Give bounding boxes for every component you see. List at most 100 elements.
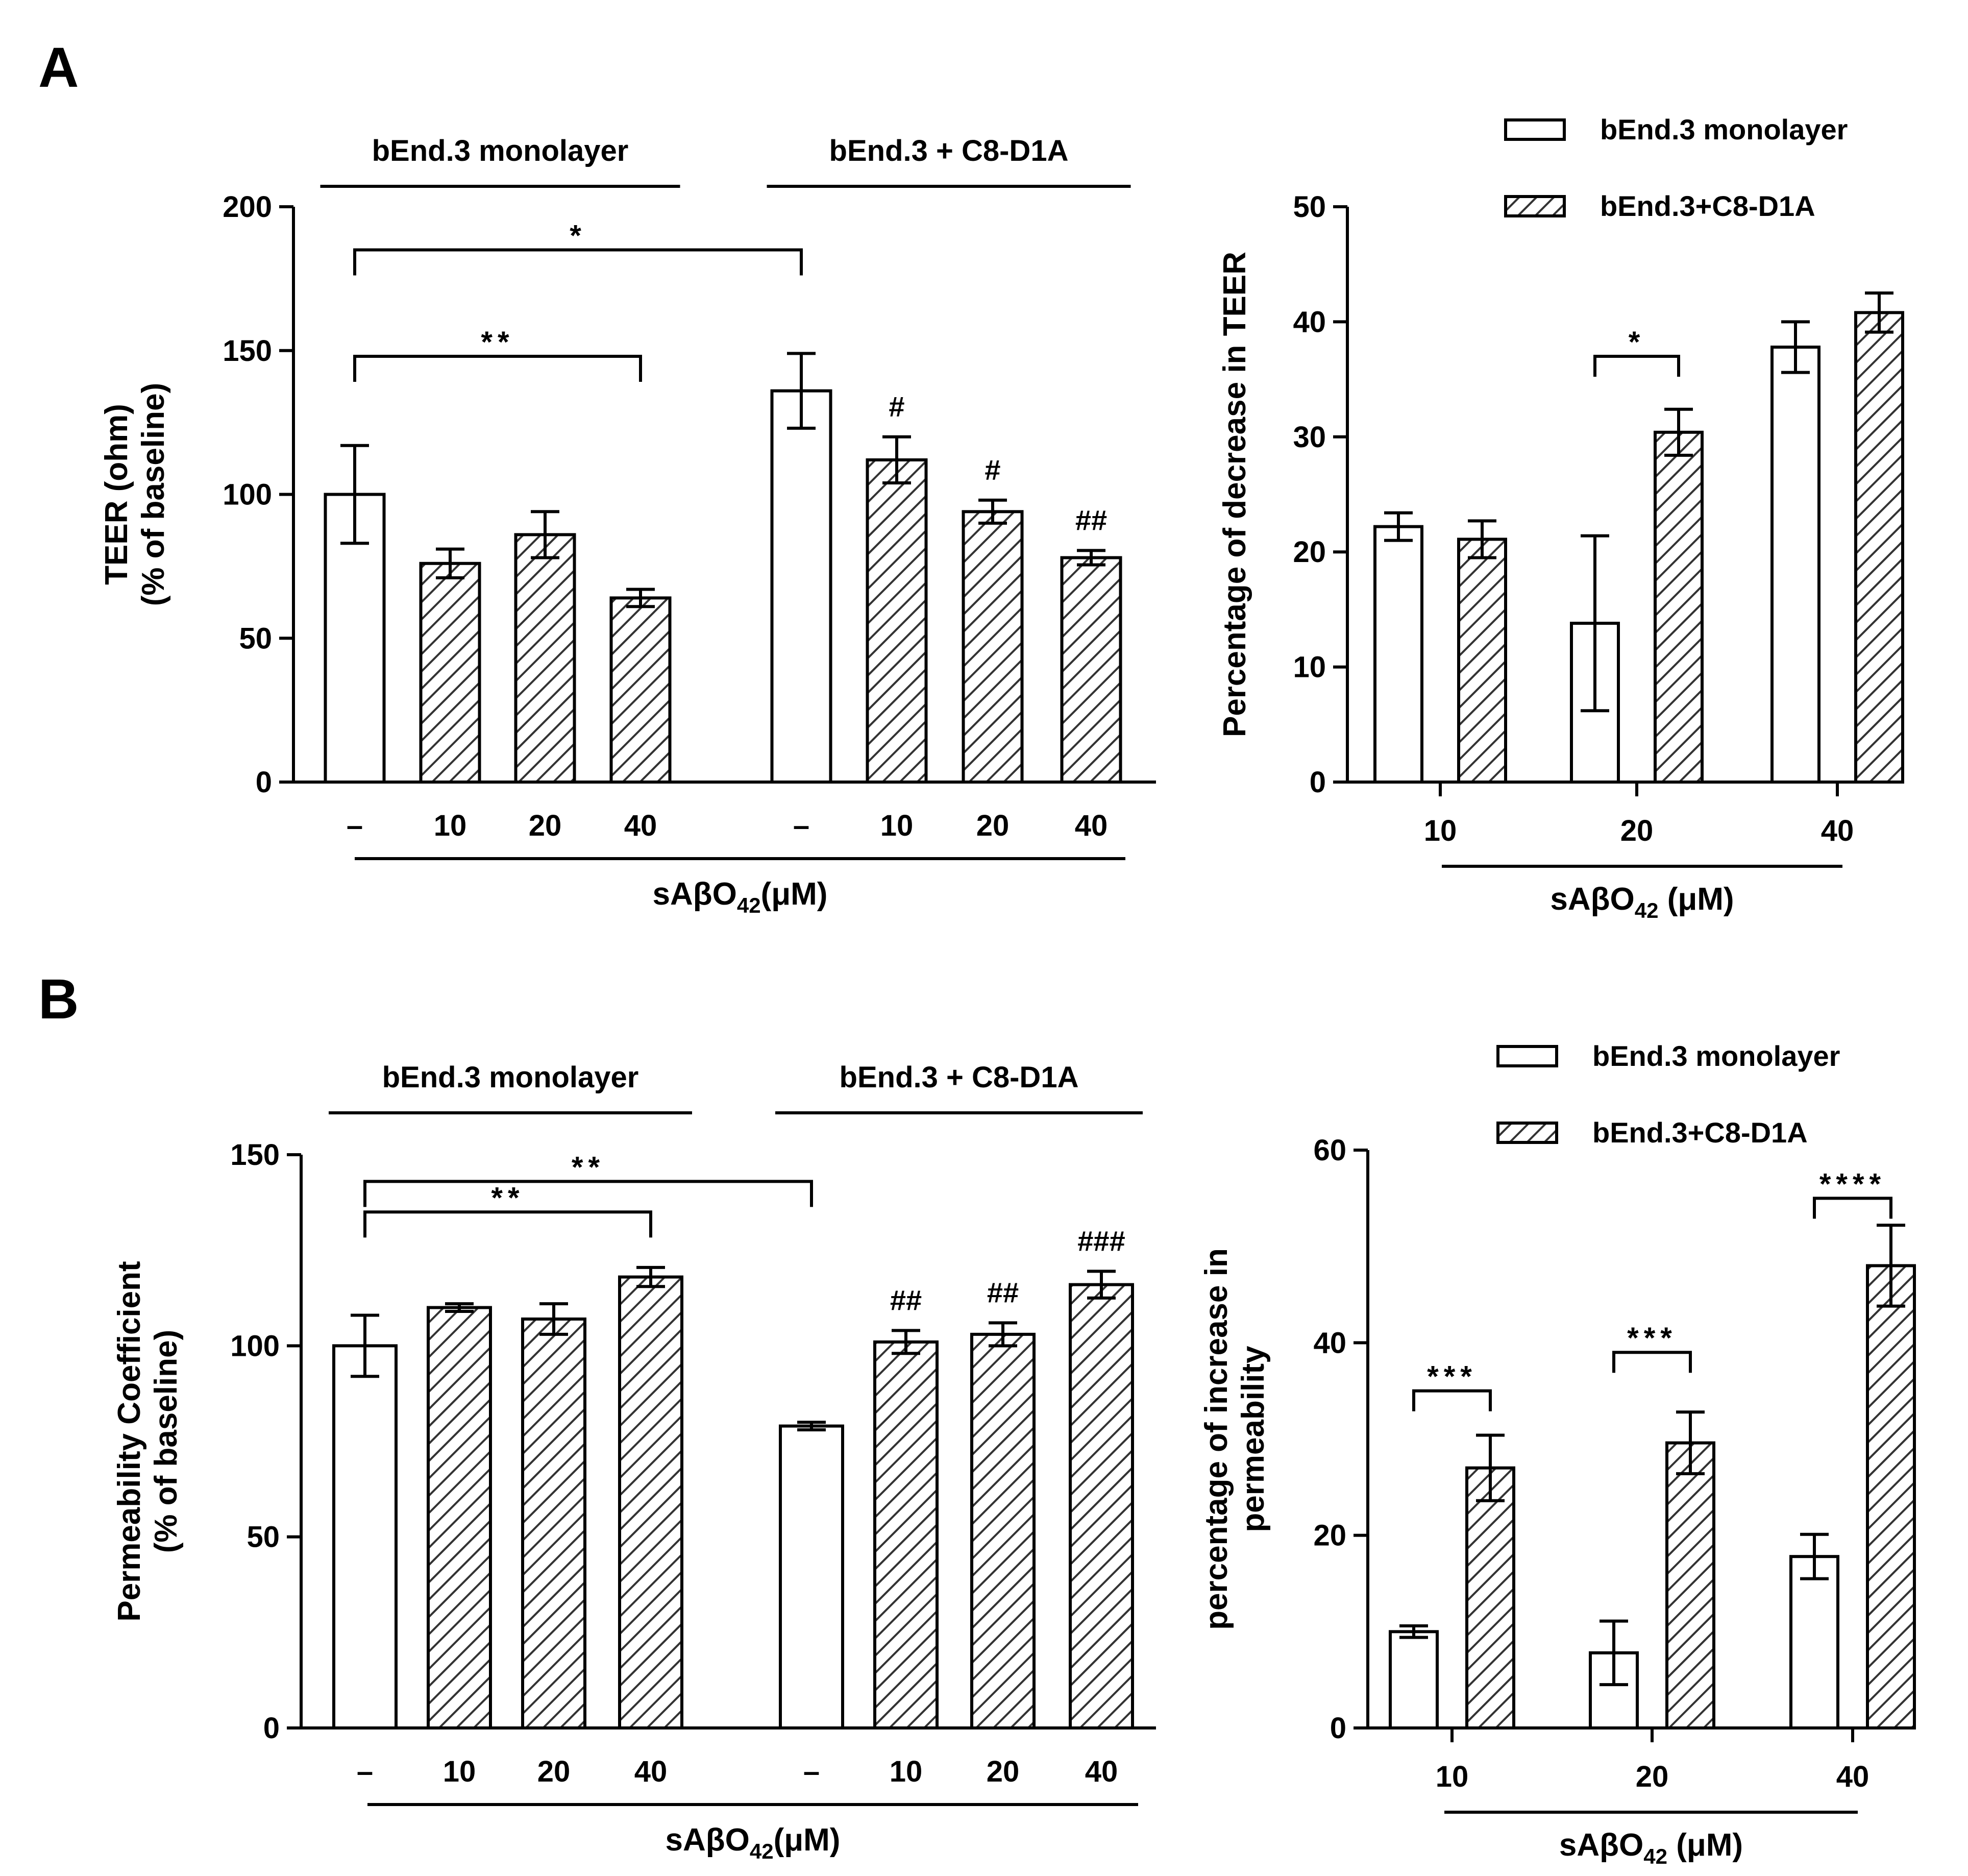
- chart-a-teer: 0 50 100 150 200 TEER (ohm) (% of baseline) – 10…: [99, 134, 1156, 917]
- chart-b-permeability: 0 50 100 150 Permeability Coefficient (% of b…: [112, 1061, 1156, 1863]
- y-tick-label: 0: [1330, 1712, 1346, 1745]
- x-tick-label: 10: [890, 1755, 923, 1788]
- bar-hatched: [873, 1340, 939, 1729]
- legend-label: bEnd.3 monolayer: [1600, 113, 1848, 145]
- hash-significance-mark: ##: [1075, 504, 1107, 536]
- bar-open: [1770, 345, 1821, 784]
- bar-hatched: [427, 1306, 492, 1729]
- hash-significance-mark: #: [889, 391, 904, 423]
- y-tick-label: 150: [230, 1138, 280, 1172]
- group-label: bEnd.3 + C8-D1A: [840, 1061, 1079, 1094]
- significance-label: **: [572, 1151, 605, 1184]
- x-axis-title-unit: (μM): [1667, 1828, 1743, 1863]
- y-axis-title: permeability: [1236, 1346, 1271, 1532]
- x-tick-label: –: [357, 1755, 373, 1788]
- y-tick-label: 100: [230, 1329, 280, 1362]
- chart-b-percent-increase: 0 20 40 60 percentage of increase in permeabi…: [1199, 1040, 1916, 1868]
- y-tick-label: 0: [256, 766, 272, 799]
- y-tick-label: 20: [1313, 1519, 1346, 1552]
- bar-hatched: [1457, 538, 1507, 784]
- x-tick-label: 10: [880, 809, 914, 842]
- x-axis-title: sAβO42(μM): [653, 876, 828, 917]
- bar-hatched: [1069, 1283, 1134, 1729]
- x-axis-title-main: sAβO: [1550, 882, 1634, 917]
- bar-hatched: [1866, 1264, 1916, 1729]
- x-tick-label: –: [803, 1755, 820, 1788]
- x-axis-title-unit: (μM): [1658, 882, 1734, 917]
- bar-hatched: [1654, 430, 1704, 784]
- significance-bracket: [1593, 355, 1680, 377]
- y-axis-title: Percentage of decrease in TEER: [1217, 252, 1252, 737]
- y-tick-label: 50: [1293, 190, 1326, 224]
- hash-significance-mark: #: [985, 454, 1000, 486]
- y-axis-title: (% of baseline): [149, 1330, 184, 1553]
- legend-swatch: [1504, 118, 1566, 141]
- group-label: bEnd.3 monolayer: [372, 134, 629, 167]
- legend-swatch: [1496, 1122, 1558, 1144]
- legend-swatch: [1504, 195, 1566, 217]
- hash-significance-mark: ###: [1077, 1225, 1125, 1257]
- x-tick-label: 40: [634, 1755, 668, 1788]
- bar-hatched: [419, 562, 481, 784]
- x-axis-title-main: sAβO: [1559, 1828, 1643, 1863]
- significance-label: ***: [1627, 1322, 1677, 1355]
- y-tick-label: 200: [223, 190, 272, 224]
- significance-bracket: [353, 248, 803, 276]
- x-axis-title: sAβO42 (μM): [1559, 1828, 1743, 1868]
- x-tick-label: 20: [987, 1755, 1020, 1788]
- y-tick-label: 0: [1310, 766, 1326, 799]
- bar-hatched: [1465, 1466, 1515, 1730]
- x-tick-label: –: [347, 809, 363, 842]
- bar-hatched: [962, 510, 1024, 784]
- y-tick-label: 50: [247, 1521, 280, 1554]
- x-axis-title-subscript: 42: [737, 893, 761, 917]
- y-axis-title: (% of baseline): [136, 383, 171, 606]
- bar-hatched: [521, 1317, 586, 1730]
- legend-label: bEnd.3 monolayer: [1592, 1040, 1840, 1072]
- x-tick-label: 10: [443, 1755, 476, 1788]
- significance-bracket: [353, 355, 642, 382]
- legend-swatch: [1496, 1045, 1558, 1067]
- significance-bracket: [1813, 1197, 1892, 1219]
- bar-open: [1789, 1555, 1839, 1729]
- y-tick-label: 0: [263, 1712, 280, 1745]
- x-tick-label: 20: [1620, 814, 1654, 847]
- y-tick-label: 150: [223, 334, 272, 368]
- y-axis-title: TEER (ohm): [99, 404, 134, 585]
- significance-label: ***: [1427, 1360, 1477, 1394]
- y-tick-label: 10: [1293, 651, 1326, 684]
- group-label: bEnd.3 monolayer: [382, 1061, 639, 1094]
- significance-label: ****: [1819, 1167, 1886, 1201]
- x-tick-label: 40: [1085, 1755, 1118, 1788]
- x-axis-title-unit: (μM): [774, 1822, 841, 1858]
- y-tick-label: 100: [223, 478, 272, 511]
- legend-label: bEnd.3+C8-D1A: [1600, 190, 1815, 222]
- x-tick-label: 10: [434, 809, 467, 842]
- legend-label: bEnd.3+C8-D1A: [1592, 1116, 1808, 1149]
- x-tick-label: 40: [1836, 1760, 1869, 1793]
- bar-open: [779, 1424, 844, 1729]
- x-tick-label: 20: [976, 809, 1010, 842]
- bar-open: [1389, 1630, 1439, 1729]
- y-axis-title: Permeability Coefficient: [112, 1261, 147, 1621]
- significance-bracket: [1612, 1351, 1692, 1373]
- significance-bracket: [1412, 1389, 1492, 1411]
- hash-significance-mark: ##: [987, 1276, 1019, 1308]
- x-axis-title: sAβO42 (μM): [1550, 882, 1734, 922]
- significance-bracket: [363, 1210, 652, 1238]
- significance-label: **: [481, 326, 514, 359]
- bar-hatched: [514, 533, 576, 784]
- group-label: bEnd.3 + C8-D1A: [829, 134, 1069, 167]
- bar-hatched: [970, 1332, 1036, 1729]
- x-axis-title-unit: (μM): [761, 876, 828, 912]
- x-axis-title: sAβO42(μM): [666, 1822, 841, 1863]
- bar-hatched: [609, 596, 672, 784]
- y-tick-label: 30: [1293, 421, 1326, 454]
- x-axis-title-subscript: 42: [1643, 1844, 1667, 1868]
- bar-hatched: [866, 458, 928, 784]
- x-tick-label: 40: [1821, 814, 1854, 847]
- y-tick-label: 40: [1313, 1326, 1346, 1359]
- x-axis-title-subscript: 42: [750, 1839, 774, 1863]
- x-axis-title-main: sAβO: [666, 1822, 750, 1858]
- significance-label: *: [570, 220, 586, 253]
